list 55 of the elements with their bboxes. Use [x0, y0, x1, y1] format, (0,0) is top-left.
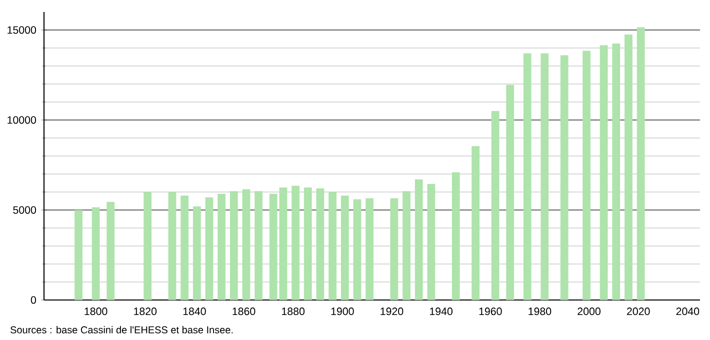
bar — [144, 192, 152, 300]
x-tick-label: 2000 — [578, 308, 600, 316]
y-tick-label: 0 — [30, 296, 36, 304]
source-note: Sources : base Cassini de l'EHESS et base Insee. — [10, 326, 233, 334]
x-tick-label: 1980 — [528, 308, 552, 316]
x-tick-label: 1840 — [183, 308, 206, 316]
bar — [491, 111, 500, 300]
bar — [402, 191, 410, 300]
bar — [636, 27, 645, 300]
y-tick-label: 10000 — [8, 116, 36, 124]
x-tick-label: 1880 — [282, 308, 305, 316]
bar — [292, 186, 300, 300]
x-tick-label: 1940 — [430, 308, 453, 316]
bar — [74, 210, 82, 300]
bar — [279, 188, 288, 300]
bar — [540, 53, 549, 300]
bar — [624, 34, 632, 300]
bar — [612, 44, 620, 300]
bar — [92, 207, 100, 300]
bar — [192, 206, 201, 300]
bar — [366, 198, 374, 300]
x-tick-label: 1900 — [331, 308, 354, 316]
bar — [600, 45, 608, 300]
bar — [230, 191, 238, 300]
x-tick-label: 2020 — [627, 308, 650, 316]
bar — [218, 194, 226, 300]
bar — [472, 146, 480, 300]
bar — [205, 197, 214, 300]
bar — [523, 53, 532, 300]
x-tick-label: 1960 — [479, 308, 502, 316]
bar — [106, 202, 115, 300]
x-tick-label: 1800 — [84, 308, 108, 316]
bar — [304, 188, 312, 300]
bar — [427, 184, 436, 300]
bar — [242, 189, 250, 300]
bar — [168, 192, 176, 300]
bar — [328, 192, 336, 300]
bar — [582, 50, 591, 300]
x-tick-label: 1920 — [380, 308, 404, 316]
bar — [269, 194, 278, 300]
y-tick-label: 5000 — [13, 206, 36, 214]
bar — [316, 188, 324, 300]
bar — [452, 172, 460, 300]
x-tick-label: 1820 — [134, 308, 157, 316]
x-tick-label: 2040 — [676, 308, 700, 316]
y-tick-label: 15000 — [8, 26, 36, 34]
bar — [390, 198, 398, 300]
bar — [254, 191, 263, 300]
bar — [560, 55, 568, 300]
x-tick-label: 1860 — [232, 308, 256, 316]
bar — [506, 84, 514, 300]
bar — [414, 179, 423, 300]
bar — [340, 196, 349, 300]
bar — [353, 199, 362, 300]
bar — [180, 196, 189, 300]
